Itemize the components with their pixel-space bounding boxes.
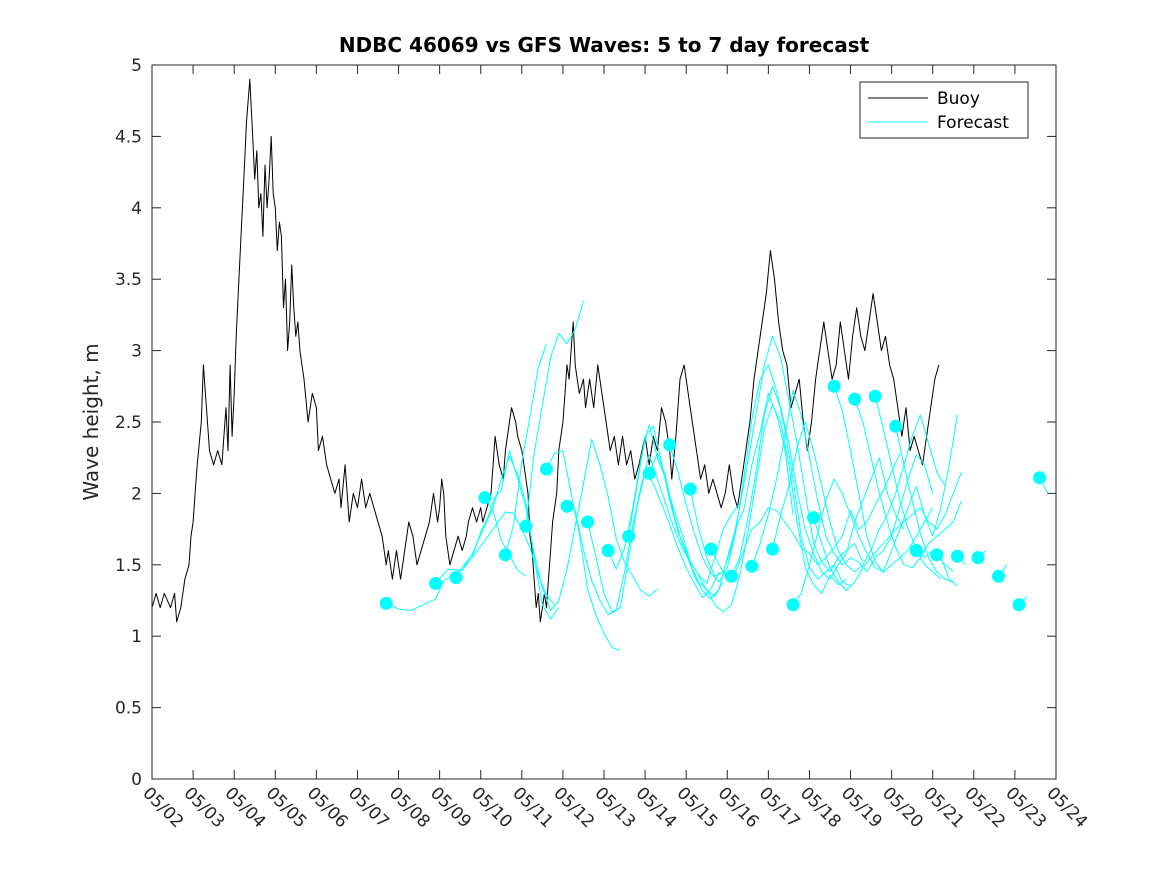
forecast-start-marker <box>765 542 779 556</box>
y-tick-label: 3.5 <box>115 270 142 290</box>
forecast-start-marker <box>642 466 656 480</box>
forecast-series-line <box>435 455 560 620</box>
forecast-series-line <box>504 343 547 555</box>
y-tick-label: 0.5 <box>115 699 142 719</box>
forecast-series-line <box>484 497 527 577</box>
series-layer <box>151 78 1049 651</box>
forecast-start-marker <box>848 392 862 406</box>
forecast-start-marker <box>581 515 595 529</box>
forecast-start-marker <box>950 549 964 563</box>
forecast-series-line <box>792 414 958 606</box>
forecast-start-marker <box>724 569 738 583</box>
forecast-series-line <box>772 414 946 573</box>
forecast-series-line <box>730 385 905 580</box>
forecast-start-marker <box>622 529 636 543</box>
y-tick-label: 5 <box>131 56 142 76</box>
forecast-series-line <box>854 399 962 569</box>
forecast-start-marker <box>704 542 718 556</box>
forecast-start-marker <box>971 551 985 565</box>
y-tick-label: 1.5 <box>115 556 142 576</box>
forecast-series-line <box>648 404 847 613</box>
forecast-start-marker <box>519 519 533 533</box>
forecast-start-marker <box>498 548 512 562</box>
legend-label-buoy: Buoy <box>937 89 980 109</box>
forecast-start-marker <box>683 482 697 496</box>
y-tick-label: 2.5 <box>115 413 142 433</box>
forecast-start-marker <box>889 419 903 433</box>
legend: Buoy Forecast <box>859 81 1029 139</box>
forecast-series-line <box>525 300 584 527</box>
forecast-start-marker <box>663 438 677 452</box>
forecast-series-line <box>710 453 901 580</box>
forecast-start-marker <box>449 571 463 585</box>
y-tick-label: 4.5 <box>115 127 142 147</box>
forecast-series-line <box>689 335 864 577</box>
forecast-start-marker <box>930 548 944 562</box>
forecast-series-line <box>385 511 556 611</box>
forecast-series-line <box>833 386 934 573</box>
y-axis: 0 0.5 1 1.5 2 2.5 3 3.5 4 4.5 5 <box>115 56 1056 790</box>
y-tick-label: 0 <box>131 770 142 790</box>
forecast-start-marker <box>807 511 821 525</box>
legend-label-forecast: Forecast <box>937 113 1009 133</box>
buoy-series-line <box>151 78 940 623</box>
forecast-start-marker <box>560 499 574 513</box>
forecast-series-line <box>751 390 934 573</box>
forecast-start-marker <box>429 576 443 590</box>
forecast-start-marker <box>786 598 800 612</box>
forecast-series-line <box>628 392 794 600</box>
forecast-series-line <box>813 471 962 591</box>
forecast-start-marker <box>991 569 1005 583</box>
forecast-start-marker <box>601 544 615 558</box>
plot-area <box>152 65 1056 779</box>
plot-frame <box>151 64 1057 780</box>
y-tick-label: 2 <box>131 484 142 504</box>
forecast-series-line <box>455 438 658 611</box>
forecast-series-line <box>915 550 942 580</box>
y-axis-label: Wave height, m <box>79 343 103 500</box>
forecast-start-marker <box>909 544 923 558</box>
forecast-start-marker <box>379 596 393 610</box>
forecast-series-line <box>607 424 741 584</box>
y-tick-label: 4 <box>131 199 142 219</box>
forecast-start-marker <box>1012 598 1026 612</box>
chart-title: NDBC 46069 vs GFS Waves: 5 to 7 day fore… <box>339 33 870 57</box>
forecast-series-line <box>669 364 851 587</box>
forecast-start-marker <box>868 389 882 403</box>
forecast-series-line <box>895 426 954 583</box>
forecast-start-marker <box>539 462 553 476</box>
y-tick-label: 3 <box>131 342 142 362</box>
forecast-start-marker <box>827 379 841 393</box>
y-tick-label: 1 <box>131 627 142 647</box>
forecast-series-line <box>546 450 621 651</box>
forecast-start-marker <box>1033 471 1047 485</box>
forecast-start-marker <box>478 491 492 505</box>
legend-box <box>859 81 1029 139</box>
forecast-series-line <box>587 471 720 613</box>
forecast-start-marker <box>745 559 759 573</box>
